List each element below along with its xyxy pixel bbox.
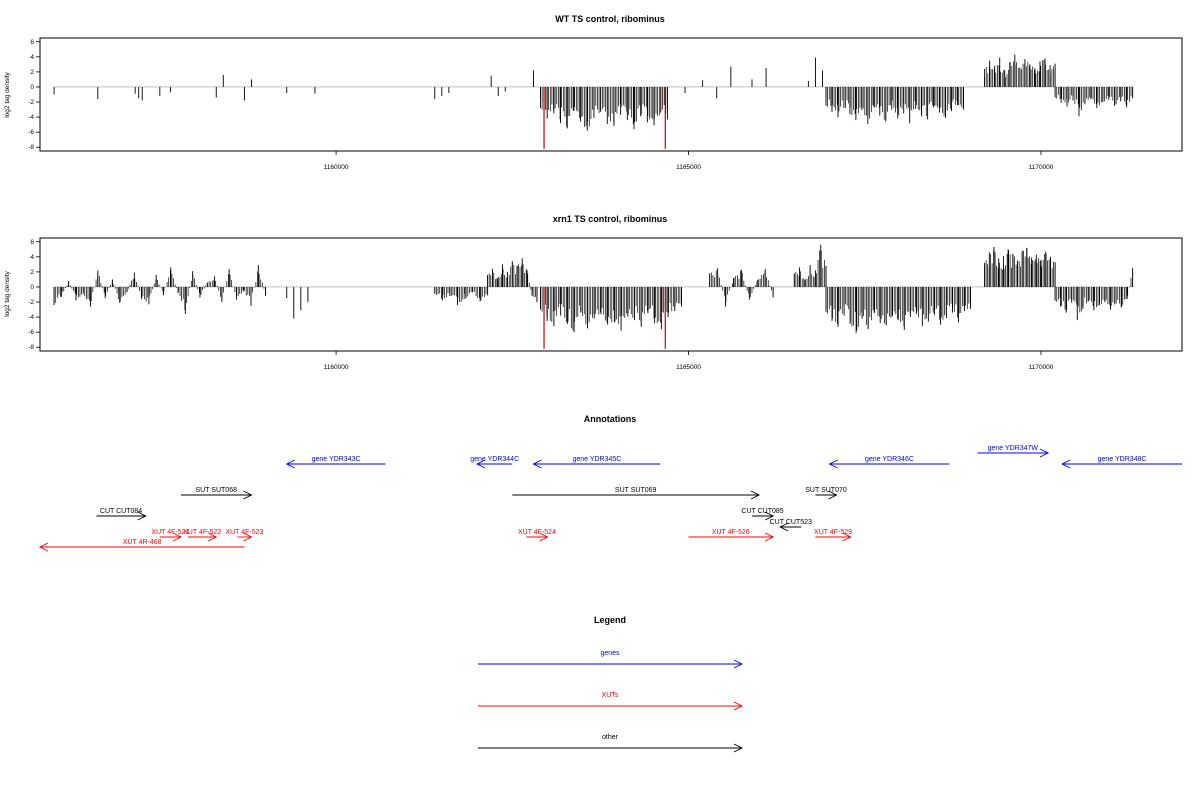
y-tick-label: -6 xyxy=(28,329,34,336)
annotation-xut-feature: XUT 4F-522 xyxy=(183,529,221,542)
y-tick-label: 2 xyxy=(30,69,34,76)
annotation-label: gene YDR346C xyxy=(865,456,914,463)
annotations-title: Annotations xyxy=(584,414,637,424)
legend-panel: Legend genes XUTs other xyxy=(478,615,744,753)
annotation-label: gene YDR345C xyxy=(572,456,621,463)
legend-item-label: genes xyxy=(600,650,620,657)
annotation-other-feature: CUT CUT085 xyxy=(741,508,784,521)
annotation-other-feature: SUT SUT069 xyxy=(512,487,761,500)
legend-item-label: XUTs xyxy=(602,692,619,699)
annotation-gene-feature: gene YDR347W xyxy=(977,445,1050,458)
y-tick-label: -4 xyxy=(28,314,34,321)
annotation-other-feature: CUT CUT523 xyxy=(770,519,812,532)
y-tick-label: -2 xyxy=(28,299,34,306)
annotation-label: XUT 4F-526 xyxy=(712,529,750,536)
y-tick-label: 4 xyxy=(30,254,34,261)
legend-item: XUTs xyxy=(478,692,744,711)
annotation-other-feature: SUT SUT070 xyxy=(805,487,847,500)
y-tick-label: 4 xyxy=(30,54,34,61)
xrn1-panel-title: xrn1 TS control, ribominus xyxy=(553,214,668,224)
annotation-gene-feature: gene YDR344C xyxy=(470,456,519,469)
annotation-label: XUT 4F-524 xyxy=(518,529,556,536)
y-tick-label: 2 xyxy=(30,269,34,276)
x-tick-label: 1170000 xyxy=(1029,364,1054,371)
y-tick-label: 6 xyxy=(30,39,34,46)
annotation-label: SUT SUT070 xyxy=(805,487,847,494)
legend-title: Legend xyxy=(594,615,626,625)
xrn1-y-axis-label: log2 tag density xyxy=(4,270,11,316)
x-tick-label: 1165000 xyxy=(676,164,701,171)
legend-items: genes XUTs other xyxy=(478,650,744,753)
annotation-label: XUT 4F-521 xyxy=(151,529,189,536)
legend-item: genes xyxy=(478,650,744,669)
y-tick-label: 6 xyxy=(30,239,34,246)
plot-frame xyxy=(39,37,1183,152)
annotation-xut-feature: XUT 4F-523 xyxy=(225,529,264,542)
annotation-gene-feature: gene YDR346C xyxy=(828,456,950,469)
annotation-gene-feature: gene YDR343C xyxy=(285,456,386,469)
legend-item: other xyxy=(478,734,744,753)
wt-panel-title: WT TS control, ribominus xyxy=(555,14,665,24)
wt-plot-area: 6 4 2 0 -2 -4 -6 -8 1160000 1165000 1170000 xyxy=(28,37,1183,171)
xrn1-plot-area: 6 4 2 0 -2 -4 -6 -8 1160000 1165000 1170000 xyxy=(28,237,1183,371)
annotation-other-feature: CUT CUT084 xyxy=(96,508,147,521)
y-tick-label: 0 xyxy=(30,284,34,291)
y-tick-label: 0 xyxy=(30,84,34,91)
annotation-features: gene YDR343C gene YDR344C gene YDR345C gene… xyxy=(38,445,1182,552)
annotation-label: CUT CUT523 xyxy=(770,519,812,526)
annotation-gene-feature: gene YDR345C xyxy=(532,456,661,469)
annotation-xut-feature: XUT 4F-524 xyxy=(518,529,556,542)
y-tick-label: -8 xyxy=(28,344,34,351)
x-tick-label: 1165000 xyxy=(676,364,701,371)
annotations-panel: Annotations gene YDR343C gene YDR344C gene… xyxy=(38,414,1182,552)
wt-y-axis-label: log2 tag density xyxy=(4,71,11,117)
legend-item-label: other xyxy=(602,734,619,741)
annotation-label: XUT 4F-522 xyxy=(183,529,221,536)
xrn1-density-panel: xrn1 TS control, ribominus log2 tag dens… xyxy=(4,214,1183,371)
x-tick-label: 1160000 xyxy=(324,364,349,371)
plot-frame xyxy=(39,237,1183,352)
y-tick-label: -6 xyxy=(28,129,34,136)
annotation-label: gene YDR344C xyxy=(470,456,519,463)
annotation-label: CUT CUT084 xyxy=(100,508,142,515)
annotation-label: SUT SUT069 xyxy=(615,487,657,494)
annotation-label: gene YDR348C xyxy=(1098,456,1147,463)
y-tick-label: -8 xyxy=(28,144,34,151)
wt-density-panel: WT TS control, ribominus log2 tag densit… xyxy=(4,14,1183,171)
annotation-label: XUT 4F-523 xyxy=(225,529,263,536)
annotation-xut-feature: XUT 4F-521 xyxy=(151,529,190,542)
annotation-label: XUT 4F-529 xyxy=(814,529,852,536)
y-tick-label: -4 xyxy=(28,114,34,121)
annotation-xut-feature: XUT 4F-526 xyxy=(688,529,775,542)
annotation-label: gene YDR343C xyxy=(312,456,361,463)
annotation-other-feature: SUT SUT068 xyxy=(180,487,253,500)
annotation-label: XUT 4R-468 xyxy=(123,539,162,546)
y-tick-label: -2 xyxy=(28,99,34,106)
annotation-gene-feature: gene YDR348C xyxy=(1061,456,1182,469)
annotation-label: SUT SUT068 xyxy=(195,487,237,494)
annotation-xut-feature: XUT 4R-468 xyxy=(38,539,245,552)
annotation-label: gene YDR347W xyxy=(988,445,1039,452)
annotation-label: CUT CUT085 xyxy=(741,508,783,515)
x-tick-label: 1170000 xyxy=(1029,164,1054,171)
annotation-xut-feature: XUT 4F-529 xyxy=(814,529,852,542)
x-tick-label: 1160000 xyxy=(324,164,349,171)
